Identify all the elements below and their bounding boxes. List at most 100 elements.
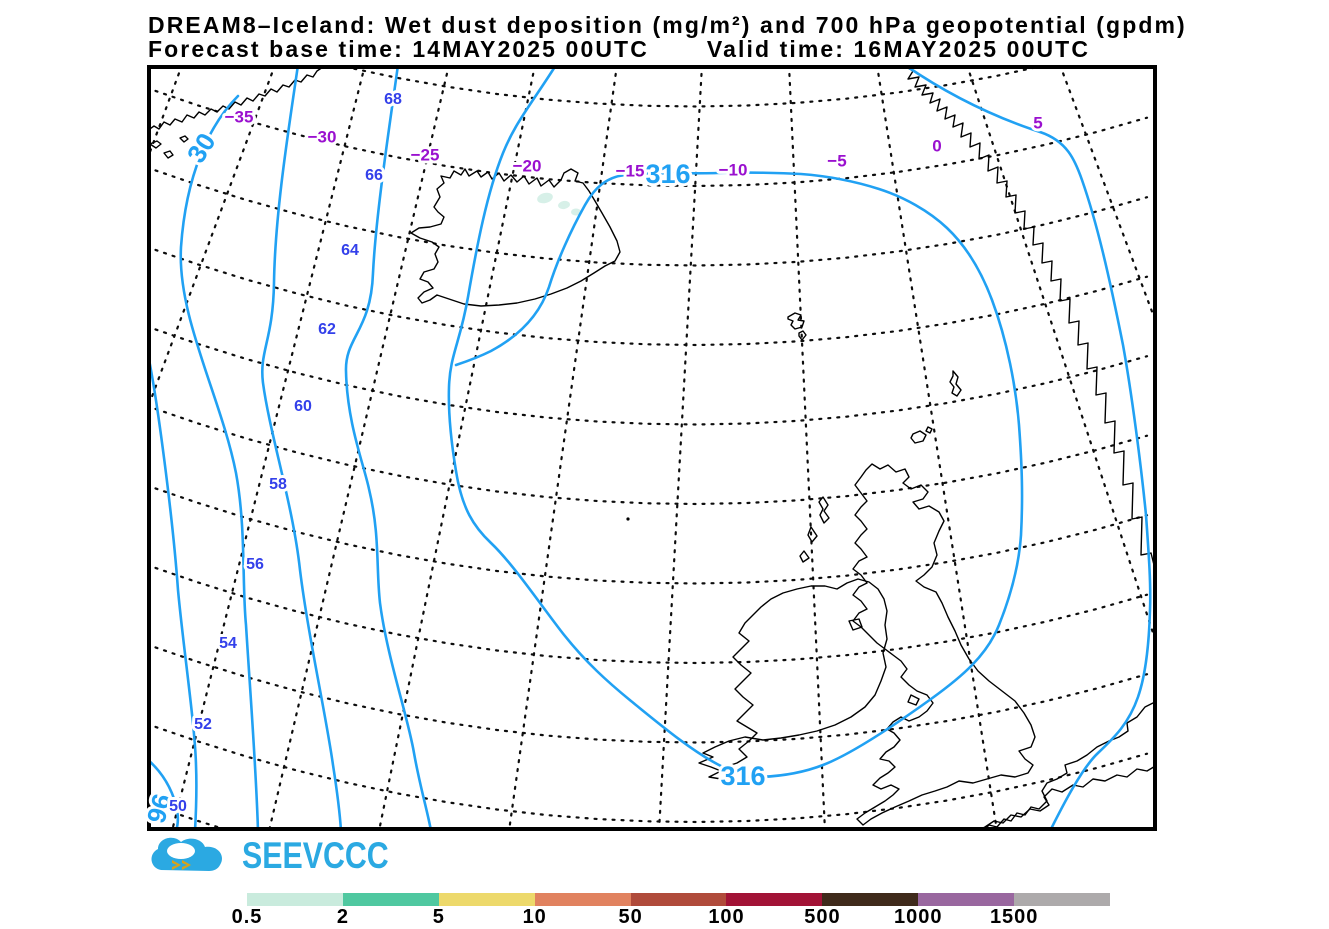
geopotential-contour — [147, 348, 198, 831]
longitude-gridline — [147, 65, 277, 412]
latitude-gridline — [147, 722, 1149, 824]
latitude-gridline — [333, 65, 1052, 108]
colorbar-tick-label: 5 — [432, 906, 445, 928]
longitude-label: −5 — [827, 151, 846, 170]
colorbar-tick-label: 2 — [336, 906, 349, 928]
coastline — [787, 312, 805, 330]
dust-deposition-patch — [571, 208, 581, 216]
small-island — [626, 517, 630, 521]
dust-deposition-patch — [558, 200, 570, 210]
longitude-label: 5 — [1033, 113, 1042, 132]
coastline — [163, 150, 174, 159]
colorbar-segment — [918, 893, 1015, 906]
latitude-label: 54 — [219, 635, 237, 652]
longitude-label: −15 — [616, 161, 645, 180]
seevccc-logo: SEEVCCC — [148, 834, 421, 878]
geopotential-value-label: 316 — [720, 761, 765, 791]
colorbar-segment — [1014, 893, 1111, 906]
latitude-label: 68 — [384, 91, 402, 108]
coastline — [818, 496, 830, 524]
colorbar-segment — [247, 893, 343, 906]
latitude-label: 62 — [318, 321, 336, 338]
coastline — [698, 578, 888, 780]
longitude-gridline — [787, 65, 827, 831]
chart-title: DREAM8–Iceland: Wet dust deposition (mg/… — [148, 12, 1187, 38]
latitude-gridline — [147, 563, 1149, 665]
latitude-label: 50 — [169, 798, 187, 815]
geopotential-contour — [179, 94, 260, 831]
valid-time: Valid time: 16MAY2025 00UTC — [706, 36, 1091, 62]
colorbar-segment — [438, 893, 535, 906]
coastline — [848, 618, 863, 631]
longitude-gridline — [507, 65, 619, 831]
geopotential-contour — [261, 65, 343, 831]
latitude-gridline — [147, 404, 1149, 506]
coastline — [907, 694, 920, 706]
longitude-label: −10 — [719, 160, 748, 179]
latitude-label: 60 — [294, 398, 312, 415]
longitude-label: −35 — [225, 107, 254, 126]
coastline — [902, 65, 1157, 578]
colorbar-segment — [534, 893, 631, 906]
longitude-label: 0 — [932, 136, 941, 155]
dust-deposition-patch — [537, 192, 553, 204]
colorbar-tick-label: 1500 — [989, 906, 1039, 928]
colorbar-segment — [726, 893, 823, 906]
colorbar-tick-label: 500 — [804, 906, 841, 928]
coastline — [976, 764, 1157, 831]
coastline — [949, 370, 962, 397]
logo-text: SEEVCCC — [242, 835, 389, 876]
longitude-gridline — [170, 65, 367, 831]
latitude-gridline — [147, 484, 1149, 585]
deposition-colorbar — [247, 893, 1111, 906]
colorbar-tick-label: 1000 — [894, 906, 943, 928]
latitude-gridline — [147, 245, 1149, 347]
latitude-label: 66 — [365, 167, 383, 184]
colorbar-tick-label: 50 — [618, 906, 643, 928]
cloud-logo-icon — [151, 837, 223, 871]
longitude-gridline — [657, 65, 704, 831]
latitude-label: 58 — [269, 476, 287, 493]
title-spacer — [649, 36, 707, 63]
coastline — [925, 426, 933, 434]
colorbar-segment — [342, 893, 439, 906]
latitude-gridline — [147, 325, 1149, 426]
coastline — [410, 168, 621, 307]
colorbar-tick-label: 100 — [708, 906, 745, 928]
coastline — [807, 526, 818, 543]
coastline — [852, 463, 1036, 826]
geopotential-contour — [147, 757, 180, 831]
coastline — [982, 700, 1157, 831]
coastline — [910, 430, 927, 444]
geopotential-contour — [447, 65, 1024, 779]
colorbar-segment — [822, 893, 919, 906]
longitude-gridline — [965, 65, 1157, 647]
longitude-gridline — [1058, 65, 1157, 327]
coastline — [179, 135, 189, 143]
cloud-highlight — [167, 843, 195, 859]
geopotential-contour — [903, 65, 1152, 831]
chevron-icon — [182, 860, 191, 870]
colorbar-segment — [630, 893, 727, 906]
chart-subtitle: Forecast base time: 14MAY2025 00UTC Vali… — [148, 36, 1090, 63]
colorbar-tick-label: 10 — [522, 906, 547, 928]
chevron-icon — [172, 860, 181, 870]
longitude-label: −30 — [308, 127, 337, 146]
geopotential-value-label: 316 — [645, 159, 690, 189]
map-frame — [147, 65, 1157, 831]
longitude-label: −25 — [411, 145, 440, 164]
latitude-gridline — [147, 166, 1149, 267]
colorbar-tick-label: 0.5 — [231, 906, 263, 928]
latitude-label: 56 — [246, 556, 264, 573]
longitude-gridline — [377, 65, 537, 831]
coastline — [147, 65, 328, 132]
longitude-gridline — [875, 65, 999, 831]
forecast-base-time: Forecast base time: 14MAY2025 00UTC — [148, 36, 649, 62]
latitude-gridline — [147, 643, 1149, 744]
latitude-label: 52 — [194, 716, 212, 733]
coastline — [798, 330, 807, 341]
geopotential-value-label: 30 — [181, 128, 222, 168]
coastline — [799, 550, 810, 563]
